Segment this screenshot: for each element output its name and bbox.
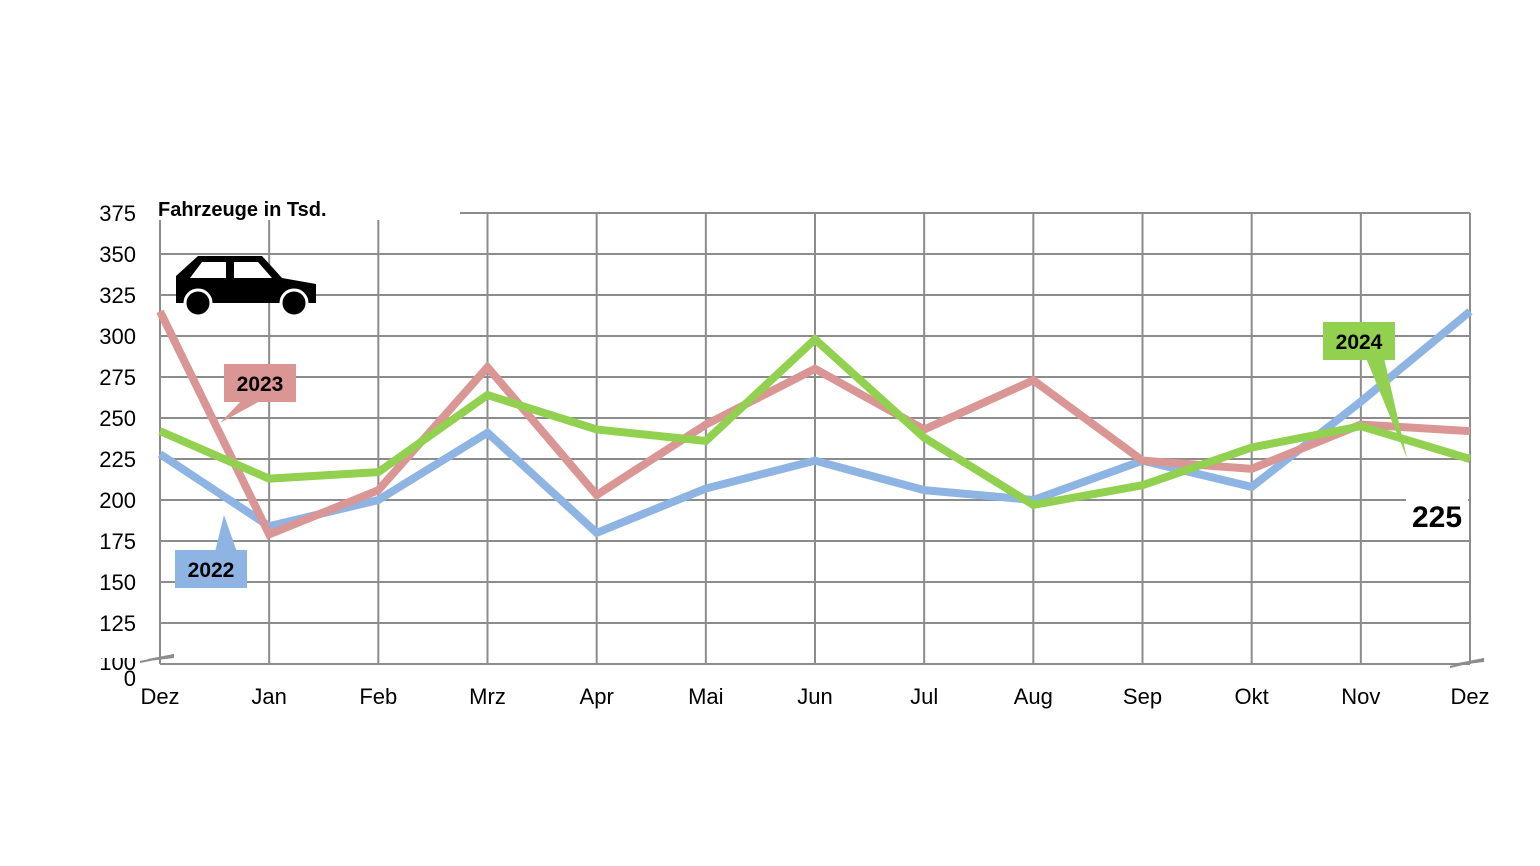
series-name-label: 2024 bbox=[1336, 331, 1383, 354]
y-tick-label: 350 bbox=[99, 242, 136, 267]
callout-2022: 2022 bbox=[175, 515, 247, 588]
callout-box bbox=[224, 364, 296, 402]
series-line-2023 bbox=[156, 309, 1471, 540]
x-tick-label: Dez bbox=[1450, 684, 1489, 709]
y-tick-label: 275 bbox=[99, 365, 136, 390]
x-tick-label: Nov bbox=[1341, 684, 1380, 709]
axis-break-right bbox=[1449, 658, 1485, 668]
x-tick-label: Aug bbox=[1014, 684, 1053, 709]
series-line-2024 bbox=[158, 333, 1472, 510]
y-tick-label: 150 bbox=[99, 570, 136, 595]
callout-pointer bbox=[220, 400, 262, 423]
series-lines bbox=[156, 308, 1473, 540]
x-tick-label: Apr bbox=[580, 684, 614, 709]
y-tick-label: 175 bbox=[99, 529, 136, 554]
last-value-background bbox=[1406, 498, 1468, 536]
chart-title: Fahrzeuge in Tsd. bbox=[158, 199, 327, 221]
y-break-mask bbox=[86, 636, 138, 658]
x-tick-label: Jun bbox=[797, 684, 832, 709]
x-tick-label: Jan bbox=[251, 684, 286, 709]
callout-2024: 2024 bbox=[1323, 322, 1407, 458]
x-tick-label: Jul bbox=[910, 684, 938, 709]
x-tick-label: Okt bbox=[1235, 684, 1269, 709]
y-tick-label: 225 bbox=[99, 447, 136, 472]
axis-break-left bbox=[139, 654, 175, 663]
x-tick-label: Sep bbox=[1123, 684, 1162, 709]
callout-box bbox=[175, 550, 247, 588]
car-icon bbox=[176, 256, 316, 318]
last-value-label: 225 bbox=[1412, 501, 1462, 534]
y-tick-label: 375 bbox=[99, 201, 136, 226]
series-name-label: 2022 bbox=[188, 559, 235, 582]
grid bbox=[159, 212, 1471, 664]
x-tick-label: Feb bbox=[359, 684, 397, 709]
y-tick-label: 325 bbox=[99, 283, 136, 308]
y-tick-label: 200 bbox=[99, 488, 136, 513]
x-tick-label: Mrz bbox=[469, 684, 506, 709]
series-callouts: 2022 2023 2024 bbox=[175, 322, 1407, 588]
x-tick-label: Mai bbox=[688, 684, 723, 709]
y-tick-label: 0 bbox=[124, 666, 136, 691]
title-background bbox=[152, 194, 460, 220]
y-tick-label: 125 bbox=[99, 611, 136, 636]
x-tick-label: Dez bbox=[140, 684, 179, 709]
callout-2023: 2023 bbox=[220, 364, 296, 423]
y-tick-label: 250 bbox=[99, 406, 136, 431]
callout-pointer bbox=[1366, 358, 1407, 458]
callout-pointer bbox=[215, 515, 237, 552]
series-name-label: 2023 bbox=[237, 373, 284, 396]
y-tick-label: 300 bbox=[99, 324, 136, 349]
callout-box bbox=[1323, 322, 1395, 360]
axes bbox=[139, 654, 1485, 668]
series-line-2022 bbox=[157, 308, 1473, 538]
x-tick-labels: Dez Jan Feb Mrz Apr Mai Jun Jul Aug Sep Okt Nov Dez bbox=[140, 684, 1489, 709]
